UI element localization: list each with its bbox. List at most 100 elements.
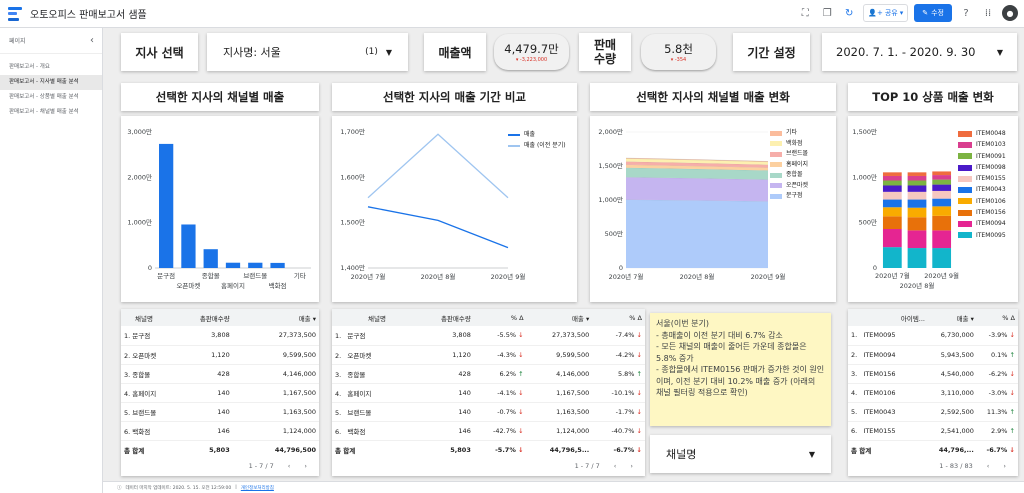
table-row[interactable]: 1. ITEM0095 6,730,000 -3.9% ↓ [848, 326, 1018, 346]
qty-label-line1: 판매 [593, 38, 617, 52]
table-cell: 5. 브랜드몰 [332, 402, 422, 422]
avatar[interactable]: ● [1002, 5, 1018, 21]
x-tick-label: 2020년 8월 [680, 272, 715, 281]
table-cell: 140 [167, 402, 233, 422]
edit-button[interactable]: ✎ 수정 [914, 4, 952, 22]
area-edge [625, 157, 769, 162]
legend-label: 기타 [786, 129, 798, 136]
table-row[interactable]: 3. 종합몰 428 4,146,000 [121, 364, 319, 384]
col-header-channel[interactable]: 채널명 [121, 309, 167, 326]
stacked-segment [932, 248, 952, 268]
table-row[interactable]: 6. 백화점 146 1,124,000 [121, 421, 319, 441]
delta-arrow-icon: ↓ [516, 331, 524, 340]
pager-text: 1 - 7 / 7 [248, 462, 274, 470]
privacy-link[interactable]: 개인정보처리방침 [240, 485, 274, 491]
pencil-icon: ✎ [922, 9, 929, 17]
help-icon[interactable]: ? [963, 7, 969, 19]
table-row[interactable]: 5. 브랜드몰 140 1,163,500 [121, 402, 319, 422]
col-header-sales[interactable]: 매출 ▾ [526, 309, 593, 326]
note-line: - 모든 채널의 매출이 줄어든 가운데 종합몰은 5.8% 증가 [656, 342, 807, 363]
delta-arrow-icon: ↓ [1007, 388, 1015, 397]
fullscreen-icon[interactable]: ⛶ [801, 7, 809, 19]
channel-bar-chart: 0 1,000만 2,000만 3,000만문구점오픈마켓종합몰홈페이지브랜드몰백화점… [127, 127, 311, 290]
branch-filter-count: (1) [365, 47, 378, 57]
table-row[interactable]: 2. 오픈마켓 1,120 -4.3% ↓ 9,599,500 -4.2% ↓ [332, 345, 645, 365]
stacked-segment [882, 199, 902, 208]
table-row[interactable]: 6. 백화점 146 -42.7% ↓ 1,124,000 -40.7% ↓ [332, 421, 645, 441]
legend-item: 기타 [770, 128, 808, 139]
refresh-icon[interactable]: ↻ [845, 7, 854, 19]
add-person-icon: 👤+ [868, 9, 883, 17]
pages-header: 페이지 [9, 38, 26, 45]
col-header-channel[interactable]: 채널명 [332, 309, 422, 326]
stacked-segment [932, 184, 952, 191]
table-row[interactable]: 4. ITEM0106 3,110,000 -3.0% ↓ [848, 383, 1018, 403]
table-cell: 27,373,500 [526, 326, 593, 346]
table-cell: 2. 오픈마켓 [332, 345, 422, 365]
table-row[interactable]: 3. ITEM0156 4,540,000 -6.2% ↓ [848, 364, 1018, 384]
y-tick-label: 1,500만 [340, 218, 365, 227]
next-page-icon[interactable]: › [630, 462, 633, 470]
stacked-segment [932, 230, 952, 249]
sidebar-item-branch[interactable]: 판매보고서 - 지사별 매출 분석 [0, 75, 102, 90]
table-row[interactable]: 2. ITEM0094 5,943,500 0.1% ↑ [848, 345, 1018, 365]
table-cell: 총 합계 [851, 446, 872, 455]
period-button[interactable]: 기간 설정 [733, 33, 810, 71]
prev-page-icon[interactable]: ‹ [986, 462, 990, 470]
legend-label: ITEM0091 [976, 152, 1006, 160]
col-header-sales[interactable]: 매출 ▾ [928, 309, 977, 326]
col-header-sales[interactable]: 매출 ▾ [232, 309, 319, 326]
table-row[interactable]: 1. 문구점 3,808 -5.5% ↓ 27,373,500 -7.4% ↓ [332, 326, 645, 346]
legend-label: 브랜드몰 [786, 150, 809, 157]
table-cell: 2. 오픈마켓 [121, 345, 167, 365]
table-row[interactable]: 6. ITEM0155 2,541,000 2.9% ↑ [848, 421, 1018, 441]
branch-select-button[interactable]: 지사 선택 [121, 33, 198, 71]
next-page-icon[interactable]: › [304, 462, 307, 470]
row-channel: 오픈마켓 [347, 351, 372, 360]
table-row[interactable]: 4. 홈페이지 140 -4.1% ↓ 1,167,500 -10.1% ↓ [332, 383, 645, 403]
share-button[interactable]: 👤+ 공유 ▾ [863, 4, 909, 22]
col-header-qty[interactable]: 총판매수량 [167, 309, 233, 326]
stacked-segment [907, 248, 927, 268]
col-header-qty[interactable]: 총판매수량 [422, 309, 474, 326]
next-page-icon[interactable]: › [1003, 462, 1006, 470]
y-tick-label: 1,000만 [127, 218, 152, 227]
table-row[interactable]: 5. 브랜드몰 140 -0.7% ↓ 1,163,500 -1.7% ↓ [332, 402, 645, 422]
qty-label-box: 판매 수량 [579, 33, 631, 71]
col-header-delta[interactable]: % Δ [976, 309, 1018, 326]
table-cell: 4,540,000 [928, 364, 977, 384]
sidebar-item-overview[interactable]: 판매보고서 - 개요 [9, 64, 50, 70]
table-cell: 2.9% ↑ [976, 421, 1018, 441]
prev-page-icon[interactable]: ‹ [287, 462, 291, 470]
sidebar-item-product[interactable]: 판매보고서 - 상품별 매출 분석 [9, 94, 79, 100]
col-header-sales-delta[interactable]: % Δ [592, 309, 645, 326]
stacked-segment [907, 217, 927, 231]
prev-page-icon[interactable]: ‹ [613, 462, 617, 470]
table-row[interactable]: 3. 종합몰 428 6.2% ↑ 4,146,000 5.8% ↑ [332, 364, 645, 384]
table-cell: 1,120 [422, 345, 474, 365]
legend-label: 홈페이지 [786, 160, 809, 168]
report-title[interactable]: 오토오피스 판매보고서 샘플 [30, 10, 147, 21]
table-row[interactable]: 4. 홈페이지 140 1,167,500 [121, 383, 319, 403]
apps-grid-icon[interactable]: ⁞⁞ [984, 7, 992, 19]
table-cell: 1,124,000 [526, 421, 593, 441]
collapse-chevron-icon[interactable]: ‹ [90, 35, 94, 46]
copy-icon[interactable]: ❐ [822, 7, 832, 19]
page-navigator: 페이지 ‹ 판매보고서 - 개요 판매보고서 - 지사별 매출 분석 판매보고서 … [0, 28, 103, 493]
date-range-picker[interactable]: 2020. 7. 1. - 2020. 9. 30 ▼ [822, 33, 1017, 71]
row-channel: 문구점 [347, 332, 366, 341]
channel-filter-dropdown[interactable]: 채널명 ▼ [650, 435, 831, 473]
table-cell: -6.7% ↓ [613, 445, 642, 454]
qty-value: 5.8천 [664, 42, 693, 56]
col-header-qty-delta[interactable]: % Δ [473, 309, 527, 326]
table-row[interactable]: 5. ITEM0043 2,592,500 11.3% ↑ [848, 402, 1018, 422]
table-row[interactable]: 1. 문구점 3,808 27,373,500 [121, 326, 319, 346]
table-cell: 3. ITEM0156 [848, 364, 928, 384]
table-row[interactable]: 2. 오픈마켓 1,120 9,599,500 [121, 345, 319, 365]
col-header-item[interactable]: 아이템... [848, 309, 928, 326]
branch-filter-dropdown[interactable]: 지사명: 서울 (1) ▼ [207, 33, 408, 71]
delta-arrow-icon: ↓ [1007, 445, 1015, 454]
sidebar-item-channel[interactable]: 판매보고서 - 채널별 매출 분석 [9, 109, 79, 115]
table-cell: 44,796,500 [274, 445, 316, 454]
table-cell: -4.1% ↓ [473, 383, 527, 403]
